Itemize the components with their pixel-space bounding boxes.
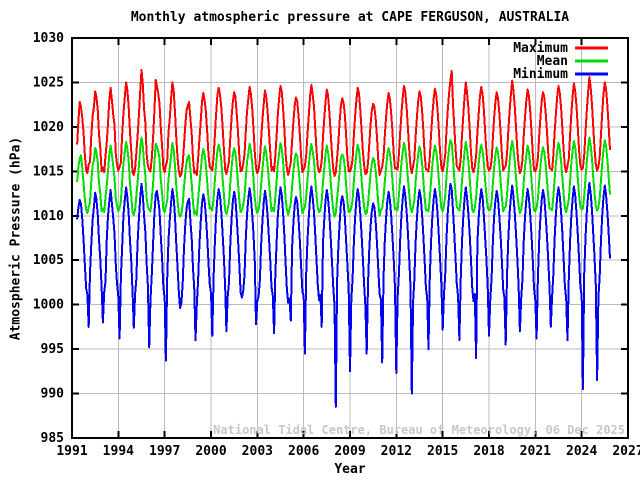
y-tick-label: 1015 bbox=[33, 164, 64, 179]
x-tick-label: 2006 bbox=[288, 444, 319, 459]
y-tick-label: 990 bbox=[41, 387, 65, 402]
y-tick-label: 1010 bbox=[33, 209, 64, 224]
y-axis-label-wrap: Atmospheric Pressure (hPa) bbox=[4, 38, 28, 438]
legend-label-maximum: Maximum bbox=[513, 41, 568, 56]
y-tick-label: 1020 bbox=[33, 120, 64, 135]
x-tick-label: 2024 bbox=[566, 444, 597, 459]
series-line-mean bbox=[76, 136, 611, 218]
x-tick-label: 2021 bbox=[520, 444, 551, 459]
y-tick-label: 1005 bbox=[33, 253, 64, 268]
x-tick-label: 2012 bbox=[381, 444, 412, 459]
x-tick-label: 2018 bbox=[473, 444, 504, 459]
legend-label-mean: Mean bbox=[537, 54, 568, 69]
x-tick-label: 2003 bbox=[242, 444, 273, 459]
x-tick-label: 2000 bbox=[195, 444, 226, 459]
x-tick-label: 1997 bbox=[149, 444, 180, 459]
y-tick-label: 1025 bbox=[33, 75, 64, 90]
x-tick-label: 2009 bbox=[334, 444, 365, 459]
x-axis-label: Year bbox=[334, 462, 366, 477]
y-tick-label: 1000 bbox=[33, 298, 64, 313]
x-tick-label: 2027 bbox=[612, 444, 640, 459]
legend-label-minimum: Minimum bbox=[513, 67, 568, 82]
y-tick-label: 1030 bbox=[33, 31, 64, 46]
y-axis-label: Atmospheric Pressure (hPa) bbox=[8, 136, 24, 340]
x-tick-label: 1991 bbox=[56, 444, 87, 459]
y-tick-label: 995 bbox=[41, 342, 64, 357]
x-tick-label: 1994 bbox=[103, 444, 134, 459]
watermark: National Tidal Centre, Bureau of Meteoro… bbox=[213, 423, 625, 437]
series-line-minimum bbox=[76, 181, 611, 408]
x-tick-label: 2015 bbox=[427, 444, 458, 459]
y-tick-label: 985 bbox=[41, 431, 64, 446]
chart-title: Monthly atmospheric pressure at CAPE FER… bbox=[130, 10, 570, 25]
series-line-maximum bbox=[76, 69, 611, 178]
